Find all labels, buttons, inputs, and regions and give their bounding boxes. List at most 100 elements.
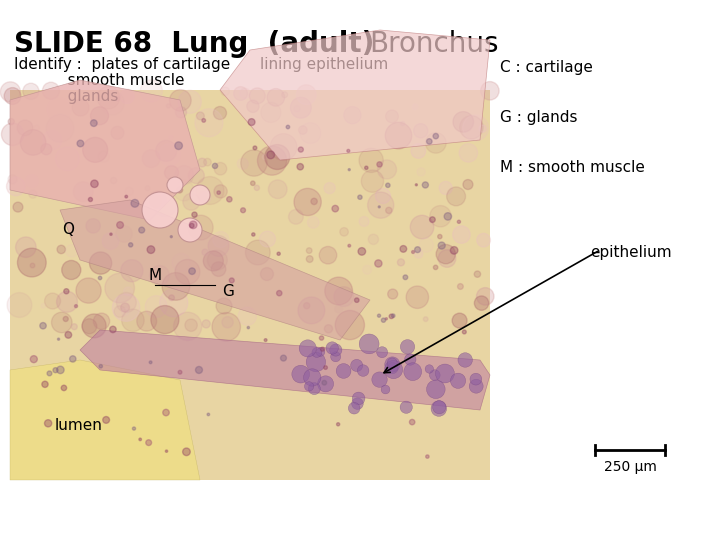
Text: Bronchus: Bronchus <box>369 30 498 58</box>
Circle shape <box>404 363 422 381</box>
Circle shape <box>240 208 246 213</box>
Circle shape <box>94 313 109 329</box>
Circle shape <box>213 106 227 119</box>
Circle shape <box>25 174 39 187</box>
Circle shape <box>175 142 182 150</box>
Circle shape <box>151 306 179 334</box>
Circle shape <box>269 180 287 199</box>
Circle shape <box>390 314 394 319</box>
Text: 250 μm: 250 μm <box>603 460 657 474</box>
Circle shape <box>170 235 172 238</box>
Circle shape <box>163 409 169 416</box>
Circle shape <box>377 162 382 167</box>
Circle shape <box>41 303 45 308</box>
Circle shape <box>117 221 123 228</box>
Circle shape <box>354 298 359 302</box>
Circle shape <box>451 373 466 388</box>
Circle shape <box>336 310 364 340</box>
Circle shape <box>82 319 96 334</box>
Circle shape <box>99 276 102 280</box>
Circle shape <box>361 170 384 192</box>
Circle shape <box>431 401 446 416</box>
Text: lining epithelium: lining epithelium <box>260 57 388 72</box>
Circle shape <box>168 135 173 139</box>
Circle shape <box>8 118 14 125</box>
Circle shape <box>57 366 64 374</box>
Circle shape <box>326 342 338 354</box>
Circle shape <box>97 86 120 109</box>
Circle shape <box>320 336 324 340</box>
Circle shape <box>71 324 77 330</box>
Circle shape <box>320 347 325 351</box>
Circle shape <box>57 245 66 254</box>
Circle shape <box>246 240 270 265</box>
Circle shape <box>190 185 210 205</box>
Circle shape <box>175 259 200 285</box>
Circle shape <box>426 455 429 458</box>
Circle shape <box>267 151 274 159</box>
Circle shape <box>198 192 207 200</box>
Circle shape <box>336 363 351 379</box>
Circle shape <box>229 278 234 283</box>
Circle shape <box>17 248 46 277</box>
Circle shape <box>215 163 227 175</box>
Circle shape <box>213 232 229 247</box>
Circle shape <box>178 218 202 242</box>
Circle shape <box>16 237 36 258</box>
Circle shape <box>137 311 157 331</box>
Circle shape <box>237 158 248 170</box>
Circle shape <box>30 356 37 363</box>
Circle shape <box>277 252 280 255</box>
Text: epithelium: epithelium <box>590 245 672 260</box>
Circle shape <box>459 144 477 162</box>
Polygon shape <box>60 200 370 340</box>
Circle shape <box>63 316 68 321</box>
Circle shape <box>183 193 199 210</box>
Text: G: G <box>222 285 234 300</box>
Circle shape <box>417 168 426 176</box>
Circle shape <box>433 265 438 269</box>
Circle shape <box>131 199 139 207</box>
Circle shape <box>297 85 316 105</box>
Circle shape <box>348 245 351 247</box>
Circle shape <box>292 365 310 383</box>
Circle shape <box>276 291 282 296</box>
Circle shape <box>166 450 168 453</box>
Circle shape <box>312 348 322 357</box>
Circle shape <box>42 130 62 150</box>
Circle shape <box>122 309 144 332</box>
Circle shape <box>348 402 360 414</box>
Circle shape <box>147 246 155 253</box>
Circle shape <box>201 192 211 203</box>
Circle shape <box>298 297 325 324</box>
Circle shape <box>358 195 362 199</box>
Circle shape <box>189 167 204 184</box>
Circle shape <box>212 313 240 341</box>
Circle shape <box>265 145 289 170</box>
Circle shape <box>377 160 397 179</box>
Circle shape <box>192 212 197 217</box>
Circle shape <box>481 82 499 100</box>
Circle shape <box>330 344 342 356</box>
Circle shape <box>34 125 40 131</box>
Circle shape <box>260 231 276 247</box>
Circle shape <box>20 130 46 155</box>
Circle shape <box>4 87 21 104</box>
Circle shape <box>149 195 162 207</box>
Text: Identify :  plates of cartilage: Identify : plates of cartilage <box>14 57 230 72</box>
Circle shape <box>457 220 461 224</box>
Circle shape <box>376 188 390 204</box>
Circle shape <box>61 385 67 390</box>
Circle shape <box>216 298 232 314</box>
Circle shape <box>425 364 433 373</box>
Circle shape <box>145 440 152 445</box>
Circle shape <box>91 180 98 187</box>
Circle shape <box>392 314 395 318</box>
Circle shape <box>189 224 194 228</box>
Circle shape <box>166 104 171 108</box>
Circle shape <box>41 144 52 155</box>
Circle shape <box>247 100 259 112</box>
Circle shape <box>365 166 368 170</box>
Circle shape <box>450 247 458 254</box>
Circle shape <box>319 246 337 264</box>
